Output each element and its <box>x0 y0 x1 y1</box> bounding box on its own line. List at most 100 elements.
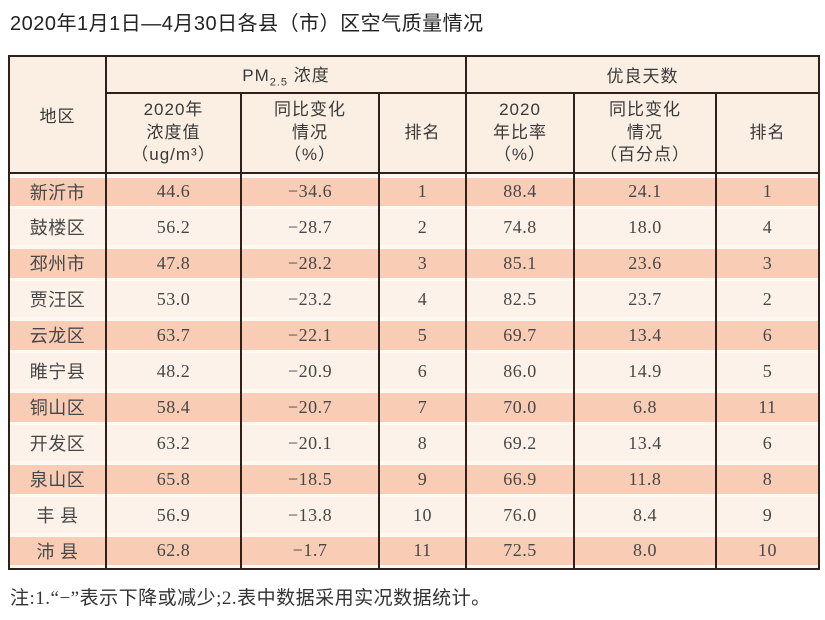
footnote: 注:1.“−”表示下降或减少;2.表中数据采用实况数据统计。 <box>10 588 491 609</box>
cell-good-rank: 1 <box>714 173 821 209</box>
cell-good-change: 8.4 <box>573 497 717 533</box>
table-row: 鼓楼区 56.2 −28.7 2 74.8 18.0 4 <box>8 209 821 245</box>
table-row: 丰 县 56.9 −13.8 10 76.0 8.4 9 <box>8 497 821 533</box>
cell-pm-rank: 7 <box>378 389 467 425</box>
cell-good-rank: 8 <box>714 461 821 497</box>
table-row: 云龙区 63.7 −22.1 5 69.7 13.4 6 <box>8 317 821 353</box>
table-row: 新沂市 44.6 −34.6 1 88.4 24.1 1 <box>8 173 821 209</box>
col-header-good-rank: 排名 <box>714 92 821 174</box>
cell-region: 开发区 <box>8 425 107 461</box>
cell-pm-value: 63.7 <box>105 317 242 353</box>
cell-pm-value: 58.4 <box>105 389 242 425</box>
cell-pm-change: −13.8 <box>240 497 380 533</box>
cell-pm-rank: 8 <box>378 425 467 461</box>
col-header-good-change: 同比变化 情况 （百分点） <box>573 92 717 174</box>
cell-region: 邳州市 <box>8 245 107 281</box>
cell-pm-value: 53.0 <box>105 281 242 317</box>
cell-pm-value: 65.8 <box>105 461 242 497</box>
cell-good-rate: 69.7 <box>465 317 575 353</box>
col-header-good-rate: 2020 年比率 （%） <box>465 92 575 174</box>
cell-pm-change: −22.1 <box>240 317 380 353</box>
cell-good-rank: 9 <box>714 497 821 533</box>
table-row: 泉山区 65.8 −18.5 9 66.9 11.8 8 <box>8 461 821 497</box>
cell-pm-rank: 1 <box>378 173 467 209</box>
page-title: 2020年1月1日—4月30日各县（市）区空气质量情况 <box>10 13 484 35</box>
group-header-pm25: PM2.5 浓度 <box>105 55 467 94</box>
cell-good-rank: 6 <box>714 425 821 461</box>
cell-region: 沛 县 <box>8 533 107 569</box>
cell-pm-change: −20.7 <box>240 389 380 425</box>
cell-pm-change: −20.9 <box>240 353 380 389</box>
cell-good-rate: 72.5 <box>465 533 575 569</box>
cell-pm-rank: 4 <box>378 281 467 317</box>
cell-good-rate: 88.4 <box>465 173 575 209</box>
cell-pm-change: −23.2 <box>240 281 380 317</box>
cell-region: 睢宁县 <box>8 353 107 389</box>
cell-pm-change: −28.2 <box>240 245 380 281</box>
cell-good-rank: 10 <box>714 533 821 569</box>
cell-pm-change: −28.7 <box>240 209 380 245</box>
cell-good-rank: 4 <box>714 209 821 245</box>
col-header-pm-rank: 排名 <box>378 92 467 174</box>
table-row: 沛 县 62.8 −1.7 11 72.5 8.0 10 <box>8 533 821 569</box>
table-body: 新沂市 44.6 −34.6 1 88.4 24.1 1 鼓楼区 56.2 −2… <box>8 173 821 569</box>
cell-good-change: 24.1 <box>573 173 717 209</box>
cell-region: 鼓楼区 <box>8 209 107 245</box>
cell-good-change: 18.0 <box>573 209 717 245</box>
cell-region: 丰 县 <box>8 497 107 533</box>
cell-pm-value: 47.8 <box>105 245 242 281</box>
cell-good-change: 13.4 <box>573 317 717 353</box>
cell-good-rate: 82.5 <box>465 281 575 317</box>
cell-pm-value: 63.2 <box>105 425 242 461</box>
cell-pm-rank: 11 <box>378 533 467 569</box>
cell-good-change: 23.6 <box>573 245 717 281</box>
cell-pm-change: −20.1 <box>240 425 380 461</box>
cell-good-rate: 86.0 <box>465 353 575 389</box>
cell-region: 云龙区 <box>8 317 107 353</box>
cell-region: 铜山区 <box>8 389 107 425</box>
cell-good-change: 6.8 <box>573 389 717 425</box>
air-quality-table: 地区 PM2.5 浓度 优良天数 2020年 浓度值 （ug/m³） 同比变化 … <box>8 55 821 570</box>
cell-good-rate: 66.9 <box>465 461 575 497</box>
cell-pm-change: −34.6 <box>240 173 380 209</box>
cell-good-rate: 69.2 <box>465 425 575 461</box>
cell-good-change: 8.0 <box>573 533 717 569</box>
cell-good-change: 13.4 <box>573 425 717 461</box>
pm25-subscript: 2.5 <box>269 76 289 89</box>
cell-good-rank: 6 <box>714 317 821 353</box>
cell-region: 泉山区 <box>8 461 107 497</box>
cell-pm-value: 44.6 <box>105 173 242 209</box>
cell-pm-value: 48.2 <box>105 353 242 389</box>
table-row: 贾汪区 53.0 −23.2 4 82.5 23.7 2 <box>8 281 821 317</box>
cell-pm-rank: 3 <box>378 245 467 281</box>
cell-good-change: 23.7 <box>573 281 717 317</box>
col-header-region: 地区 <box>8 55 107 174</box>
cell-good-rank: 3 <box>714 245 821 281</box>
cell-pm-rank: 10 <box>378 497 467 533</box>
cell-pm-rank: 9 <box>378 461 467 497</box>
col-header-pm-change: 同比变化 情况 （%） <box>240 92 380 174</box>
cell-good-rate: 85.1 <box>465 245 575 281</box>
cell-good-change: 14.9 <box>573 353 717 389</box>
cell-pm-value: 56.9 <box>105 497 242 533</box>
cell-pm-value: 56.2 <box>105 209 242 245</box>
table-row: 邳州市 47.8 −28.2 3 85.1 23.6 3 <box>8 245 821 281</box>
cell-good-rate: 76.0 <box>465 497 575 533</box>
cell-pm-rank: 2 <box>378 209 467 245</box>
col-header-pm-value: 2020年 浓度值 （ug/m³） <box>105 92 242 174</box>
table-header: 地区 PM2.5 浓度 优良天数 2020年 浓度值 （ug/m³） 同比变化 … <box>8 55 821 174</box>
cell-good-rank: 11 <box>714 389 821 425</box>
table-row: 开发区 63.2 −20.1 8 69.2 13.4 6 <box>8 425 821 461</box>
cell-pm-change: −18.5 <box>240 461 380 497</box>
table-row: 铜山区 58.4 −20.7 7 70.0 6.8 11 <box>8 389 821 425</box>
cell-pm-rank: 5 <box>378 317 467 353</box>
cell-good-rate: 74.8 <box>465 209 575 245</box>
group-header-good-days: 优良天数 <box>464 55 821 94</box>
cell-pm-rank: 6 <box>378 353 467 389</box>
cell-region: 新沂市 <box>8 173 107 209</box>
cell-good-change: 11.8 <box>573 461 717 497</box>
cell-good-rate: 70.0 <box>465 389 575 425</box>
cell-good-rank: 2 <box>714 281 821 317</box>
cell-pm-change: −1.7 <box>240 533 380 569</box>
cell-region: 贾汪区 <box>8 281 107 317</box>
